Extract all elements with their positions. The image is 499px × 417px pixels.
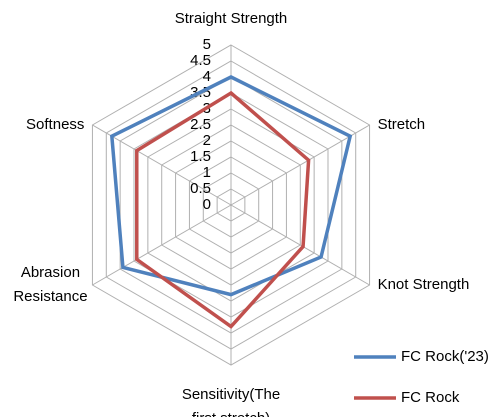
r-tick-label: 4.5 [190,52,211,69]
category-label-line: Resistance [13,288,87,305]
r-tick-label: 1.5 [190,148,211,165]
r-tick-label: 0 [203,196,211,213]
r-tick-label: 0.5 [190,180,211,197]
legend-label: FC Rock [401,389,460,406]
axis-spoke [230,124,370,206]
category-label: Sensitivity(The first stretch) [182,386,280,417]
r-tick-label: 4 [203,68,211,85]
r-tick-label: 1 [203,164,211,181]
category-label: Abrasion Resistance [13,264,87,305]
category-label: Knot Strength [378,276,470,293]
r-tick-label: 2.5 [190,116,211,133]
category-label: Softness [26,116,84,133]
axis-spoke [92,124,232,206]
legend-label: FC Rock('23) [401,348,489,365]
r-tick-label: 2 [203,132,211,149]
category-label-line: Stretch [378,116,426,133]
category-label-line: Abrasion [21,264,80,281]
axis-spoke [230,204,370,286]
category-label: Stretch [378,116,426,133]
category-label-line: first stretch) [192,410,270,417]
series-line [109,75,353,297]
category-label-line: Straight Strength [175,10,288,27]
axis-spoke [92,204,232,286]
category-label-line: Softness [26,116,84,133]
category-label-line: Sensitivity(The [182,386,280,403]
r-tick-label: 5 [203,36,211,53]
series-line [135,90,311,329]
category-label: Straight Strength [175,10,288,27]
category-label-line: Knot Strength [378,276,470,293]
